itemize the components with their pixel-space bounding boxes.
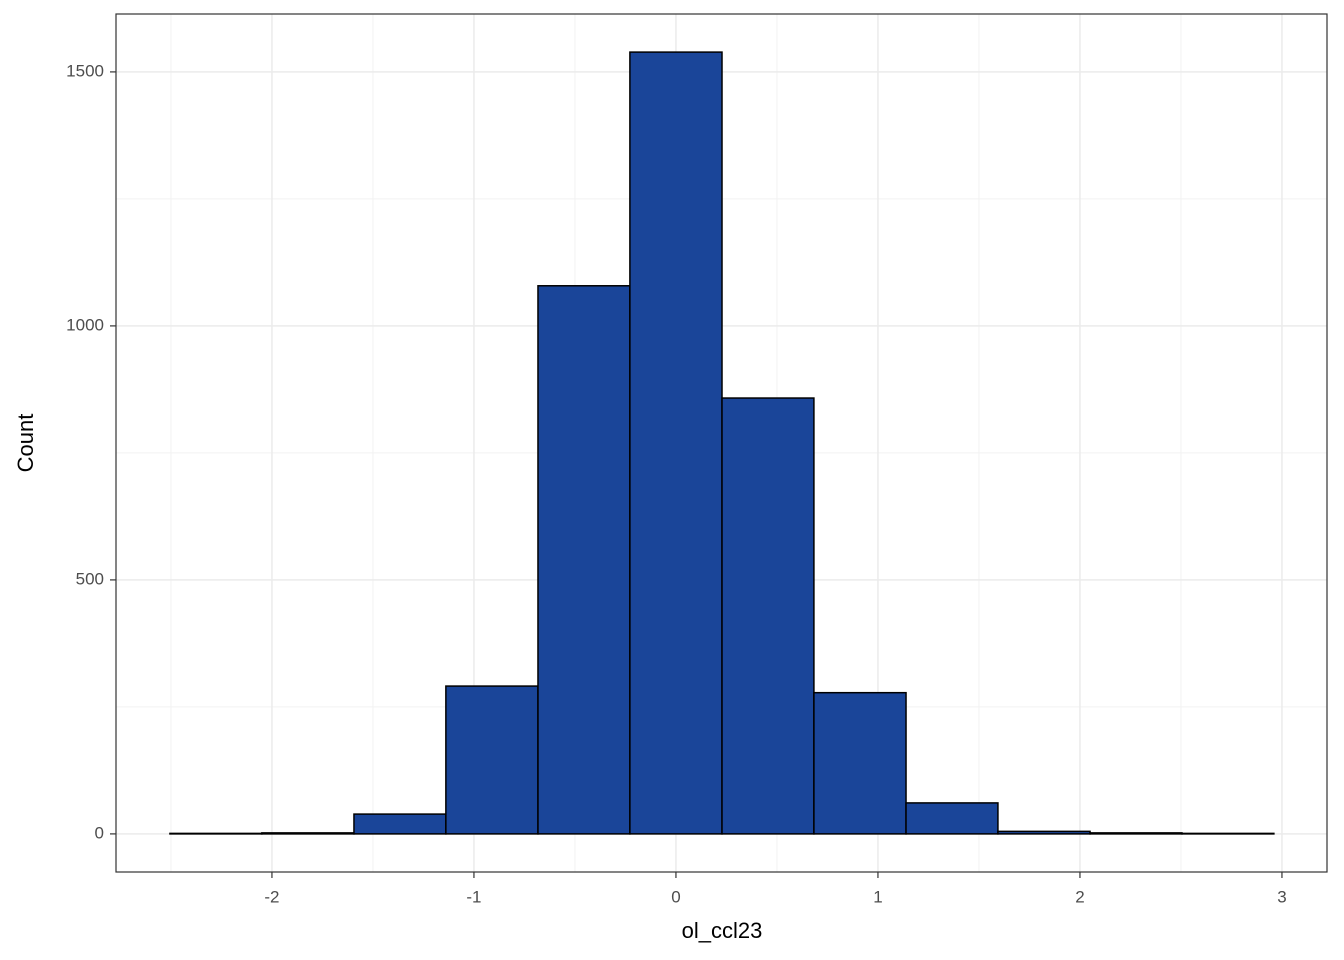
bar — [1089, 832, 1183, 835]
bar — [997, 830, 1091, 835]
x-tick-label: -1 — [466, 887, 481, 906]
bar — [353, 813, 447, 835]
x-tick-label: 3 — [1277, 887, 1286, 906]
bar — [629, 51, 723, 835]
x-tick-label: 2 — [1075, 887, 1084, 906]
x-tick-label: 1 — [873, 887, 882, 906]
bar — [721, 397, 815, 835]
bar — [813, 691, 907, 835]
x-axis-title: ol_ccl23 — [682, 918, 763, 943]
y-tick-label: 1500 — [66, 61, 104, 80]
bar — [905, 802, 999, 835]
x-tick-label: 0 — [671, 887, 680, 906]
bar — [445, 685, 539, 835]
bar — [537, 285, 631, 835]
panel-border — [115, 13, 1328, 873]
x-tick-label: -2 — [264, 887, 279, 906]
y-tick-label: 1000 — [66, 315, 104, 334]
y-tick-label: 0 — [95, 823, 104, 842]
bar — [261, 832, 355, 835]
bar — [1181, 832, 1275, 835]
y-tick-label: 500 — [76, 569, 104, 588]
bar — [169, 832, 263, 835]
y-axis-title: Count — [13, 414, 38, 473]
bars — [169, 51, 1275, 835]
